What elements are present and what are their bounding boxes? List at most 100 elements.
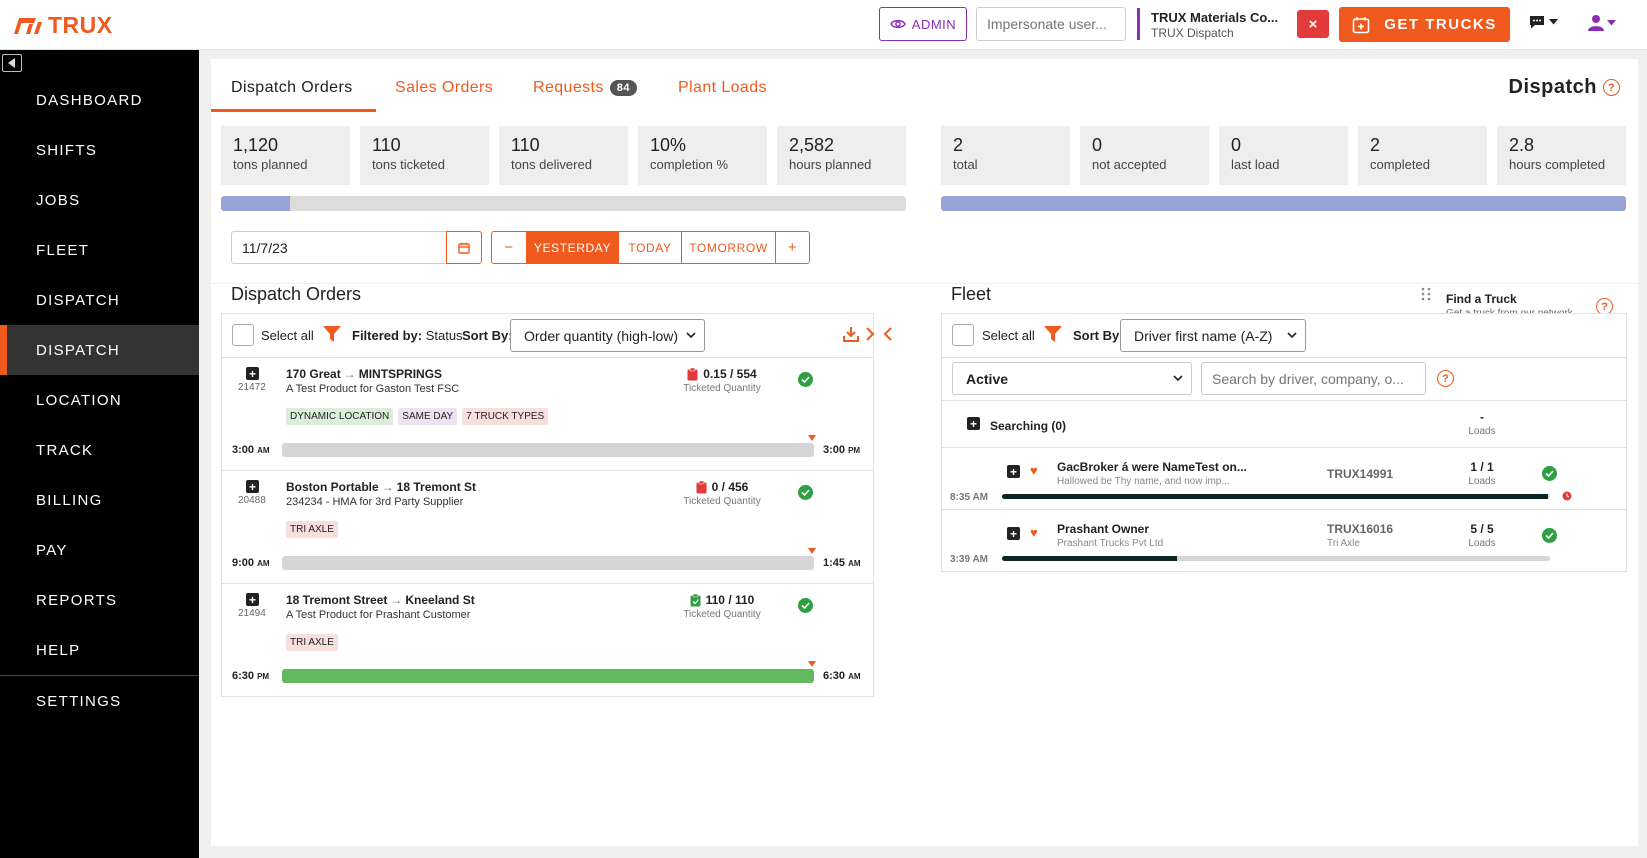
- arrow-right-icon: →: [343, 367, 356, 381]
- route-from: 170 Great: [286, 367, 341, 381]
- driver-company: Prashant Trucks Pvt Ltd: [1057, 538, 1164, 549]
- get-trucks-button[interactable]: GET TRUCKS: [1339, 7, 1510, 42]
- order-quantity: 0 / 456 Ticketed Quantity: [667, 480, 777, 507]
- main-content: Dispatch Orders Sales Orders Requests 84 …: [211, 59, 1638, 846]
- select-all-orders-checkbox[interactable]: [232, 324, 254, 346]
- sidebar-item-dispatch-active[interactable]: DISPATCH: [0, 325, 199, 375]
- driver-company: Hallowed be Thy name, and now imp...: [1057, 476, 1230, 487]
- order-timeline: [282, 556, 814, 570]
- impersonate-input[interactable]: [976, 7, 1126, 41]
- caret-down-icon: [1549, 19, 1558, 25]
- order-row[interactable]: + 20488 Boston Portable → 18 Tremont St 23…: [222, 471, 873, 584]
- loads-value: 5 / 5: [1470, 522, 1494, 536]
- searching-loads: - Loads: [1452, 410, 1512, 437]
- quantity-value: 0 / 456: [711, 480, 749, 494]
- sort-value: Order quantity (high-low): [524, 327, 679, 344]
- sidebar-item-dispatch[interactable]: DISPATCH: [36, 291, 121, 309]
- user-menu[interactable]: [1588, 14, 1616, 31]
- sidebar-item-help[interactable]: HELP: [36, 641, 81, 659]
- start-ampm: AM: [257, 446, 270, 455]
- calendar-button[interactable]: [446, 231, 482, 264]
- trux-logo[interactable]: TRUX: [14, 12, 113, 39]
- order-row[interactable]: + 21472 170 Great → MINTSPRINGS A Test Pro…: [222, 358, 873, 471]
- driver-progress-fill: [1002, 494, 1549, 499]
- company-switcher[interactable]: TRUX Materials Co... TRUX Dispatch: [1137, 8, 1278, 40]
- fleet-sort-select[interactable]: Driver first name (A-Z): [1120, 319, 1306, 352]
- sidebar-item-location[interactable]: LOCATION: [36, 391, 122, 409]
- sidebar-item-shifts[interactable]: SHIFTS: [36, 141, 98, 159]
- day-selector: − YESTERDAY TODAY TOMORROW +: [491, 231, 810, 264]
- drag-handle-icon[interactable]: [1421, 287, 1431, 301]
- select-all-fleet-checkbox[interactable]: [952, 324, 974, 346]
- tab-dispatch-orders[interactable]: Dispatch Orders: [231, 79, 353, 97]
- eye-icon: [889, 19, 906, 29]
- fleet-toolbar: Select all Sort By: Driver first name (A…: [942, 314, 1626, 358]
- order-start-time: 3:00 AM: [232, 444, 270, 456]
- end-ampm: AM: [848, 559, 861, 568]
- dispatch-orders-title: Dispatch Orders: [231, 284, 362, 304]
- close-company-button[interactable]: ×: [1297, 10, 1329, 38]
- stat-completed: 2 completed: [1358, 126, 1487, 185]
- orders-sort-select[interactable]: Order quantity (high-low): [510, 319, 705, 352]
- sidebar-item-jobs[interactable]: JOBS: [36, 191, 81, 209]
- filter-icon[interactable]: [1044, 326, 1062, 342]
- loads-label: Loads: [1468, 538, 1496, 549]
- driver-row[interactable]: + ♥ GacBroker á were NameTest on... Hall…: [942, 448, 1626, 510]
- filter-summary[interactable]: Filtered by: Status: [352, 328, 463, 343]
- searching-row[interactable]: + Searching (0) - Loads: [942, 400, 1626, 448]
- tab-requests[interactable]: Requests 84: [533, 79, 637, 97]
- filter-icon[interactable]: [323, 326, 341, 342]
- sidebar-item-track[interactable]: TRACK: [36, 441, 94, 459]
- driver-loads: 5 / 5 Loads: [1452, 522, 1512, 549]
- fleet-status-select[interactable]: Active: [952, 362, 1192, 395]
- driver-progress-fill: [1002, 556, 1178, 561]
- previous-day-button[interactable]: −: [492, 232, 527, 263]
- orders-toolbar: Select all Filtered by: Status Sort By: …: [222, 314, 873, 358]
- search-help-icon[interactable]: ?: [1437, 370, 1454, 387]
- chevron-left-icon[interactable]: [883, 326, 893, 342]
- start-ampm: AM: [257, 559, 270, 568]
- clipboard-check-icon: [690, 593, 701, 606]
- chevron-down-icon: [686, 332, 696, 339]
- sidebar-item-reports[interactable]: REPORTS: [36, 591, 118, 609]
- help-icon[interactable]: ?: [1603, 79, 1620, 96]
- fleet-search-input[interactable]: [1201, 362, 1426, 395]
- sidebar-item-fleet[interactable]: FLEET: [36, 241, 90, 259]
- stat-label: completed: [1370, 157, 1430, 172]
- collapse-sidebar-button[interactable]: [2, 54, 22, 72]
- heart-icon[interactable]: ♥: [1030, 463, 1038, 478]
- chevron-right-icon[interactable]: [865, 326, 875, 342]
- stat-value: 0: [1092, 135, 1103, 155]
- expand-order-button[interactable]: +: [246, 593, 259, 606]
- sidebar-item-settings[interactable]: SETTINGS: [36, 692, 122, 710]
- expand-order-button[interactable]: +: [246, 480, 259, 493]
- order-tags: TRI AXLE: [286, 521, 338, 538]
- yesterday-button[interactable]: YESTERDAY: [527, 232, 619, 263]
- admin-button[interactable]: ADMIN: [879, 7, 967, 41]
- next-day-button[interactable]: +: [776, 232, 809, 263]
- time-ampm: AM: [972, 554, 988, 565]
- tab-sales-orders[interactable]: Sales Orders: [395, 79, 493, 97]
- driver-row[interactable]: + ♥ Prashant Owner Prashant Trucks Pvt L…: [942, 510, 1626, 572]
- sidebar-item-dashboard[interactable]: DASHBOARD: [36, 91, 143, 109]
- stat-tons-ticketed: 110 tons ticketed: [360, 126, 489, 185]
- chat-menu[interactable]: [1528, 14, 1558, 30]
- expand-order-button[interactable]: +: [246, 367, 259, 380]
- expand-driver-button[interactable]: +: [1007, 527, 1020, 540]
- calendar-plus-icon: [1352, 16, 1370, 33]
- heart-icon[interactable]: ♥: [1030, 525, 1038, 540]
- sidebar-item-billing[interactable]: BILLING: [36, 491, 103, 509]
- tab-plant-loads[interactable]: Plant Loads: [678, 79, 767, 97]
- today-button[interactable]: TODAY: [619, 232, 682, 263]
- tomorrow-button[interactable]: TOMORROW: [682, 232, 776, 263]
- truck-id: TRUX14991: [1327, 467, 1394, 481]
- timeline-marker-icon: [808, 435, 816, 441]
- download-icon[interactable]: [843, 326, 859, 342]
- order-row[interactable]: + 21494 18 Tremont Street → Kneeland St A …: [222, 584, 873, 697]
- date-input[interactable]: [231, 231, 447, 264]
- expand-driver-button[interactable]: +: [1007, 465, 1020, 478]
- sidebar-item-pay[interactable]: PAY: [36, 541, 68, 559]
- page-title-text: Dispatch: [1508, 76, 1597, 98]
- expand-searching-button[interactable]: +: [967, 417, 980, 430]
- find-truck-title[interactable]: Find a Truck: [1446, 292, 1517, 306]
